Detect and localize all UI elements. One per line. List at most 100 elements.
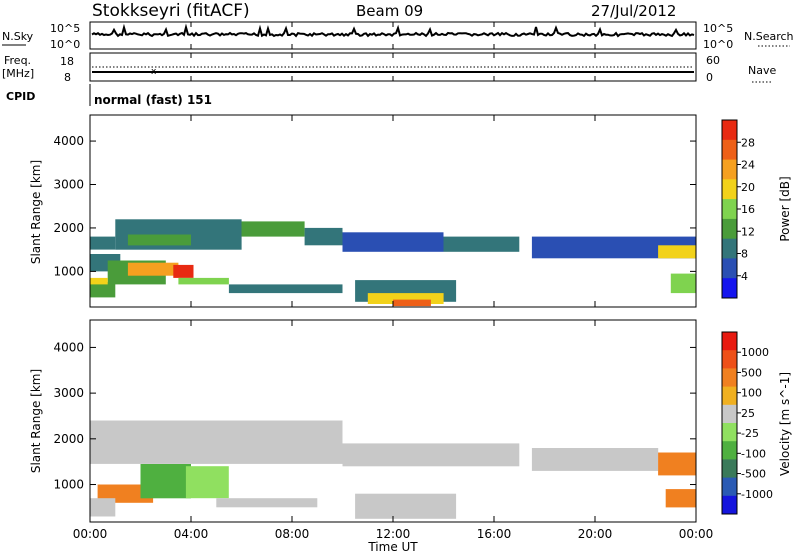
colorbar-tick-label: 28 xyxy=(741,136,755,149)
data-region-2 xyxy=(127,234,191,246)
xtick-label: 00:00 xyxy=(73,527,108,541)
ytick-label: 3000 xyxy=(53,386,84,400)
ytick-label: 3000 xyxy=(53,178,84,192)
nsearch-label: N.Search xyxy=(744,30,794,43)
colorbar-tick-label: -25 xyxy=(741,427,759,440)
colorbar-swatch xyxy=(722,404,737,424)
colorbar-tick-label: 100 xyxy=(741,387,762,400)
nave-tick-bottom: 0 xyxy=(706,71,713,84)
data-region-8 xyxy=(658,245,696,259)
colorbar-swatch xyxy=(722,332,737,351)
power-colorbar-ticks: 4 8 12 16 20 24 28 xyxy=(737,136,755,283)
nsky-tick-top: 10^5 xyxy=(50,22,80,35)
colorbar-tick-label: 1000 xyxy=(741,346,769,359)
velocity-panel: 1000 2000 3000 4000 Slant Range [km] xyxy=(29,319,697,523)
colorbar-tick-label: 25 xyxy=(741,407,755,420)
colorbar-tick-label: 8 xyxy=(741,248,748,261)
power-data-layer xyxy=(90,219,697,307)
colorbar-swatch xyxy=(722,459,737,479)
colorbar-tick-label: -100 xyxy=(741,447,766,460)
velocity-ylabel: Slant Range [km] xyxy=(29,369,43,473)
colorbar-tick-label: 24 xyxy=(741,159,755,172)
power-colorbar-swatches xyxy=(722,120,737,299)
xtick-label: 20:00 xyxy=(578,527,613,541)
colorbar-tick-label: 12 xyxy=(741,225,755,238)
data-region-11 xyxy=(127,262,179,276)
colorbar-tick-label: 500 xyxy=(741,366,762,379)
xtick-label: 00:00 xyxy=(679,527,714,541)
power-panel: 1000 2000 3000 4000 Slant Range [km] xyxy=(29,114,697,308)
power-ylabel: Slant Range [km] xyxy=(29,160,43,264)
freq-label: Freq. xyxy=(4,54,31,67)
station-title: Stokkseyri (fitACF) xyxy=(92,1,250,21)
nsearch-tick-top: 10^5 xyxy=(703,22,733,35)
data-region-0 xyxy=(90,420,343,464)
colorbar-swatch xyxy=(722,441,737,460)
cpid-value: normal (fast) 151 xyxy=(94,93,212,107)
time-xlabel: Time UT xyxy=(367,540,418,554)
nave-tick-top: 60 xyxy=(706,54,720,67)
data-region-14 xyxy=(90,282,116,298)
velocity-colorbar-ticks: -1000 -500 -100 -25 25 100 500 1000 xyxy=(737,346,773,501)
data-region-4 xyxy=(304,227,343,246)
power-colorbar: 4 8 12 16 20 24 28 Power [dB] xyxy=(721,119,792,299)
colorbar-swatch xyxy=(722,423,737,442)
colorbar-swatch xyxy=(722,258,737,279)
data-region-19 xyxy=(393,299,431,307)
data-region-0 xyxy=(90,236,116,250)
data-region-1 xyxy=(342,443,520,467)
colorbar-tick-label: -1000 xyxy=(741,488,773,501)
velocity-colorbar-label: Velocity [m s^-1] xyxy=(778,372,792,476)
data-region-18 xyxy=(367,293,444,304)
data-region-16 xyxy=(228,284,343,294)
data-region-2 xyxy=(531,448,659,471)
time-xaxis: 00:00 04:00 08:00 12:00 16:00 20:00 00:00 xyxy=(73,22,714,541)
data-region-7 xyxy=(531,236,696,259)
colorbar-swatch xyxy=(722,368,737,388)
colorbar-tick-label: 16 xyxy=(741,203,755,216)
data-region-3 xyxy=(241,221,305,237)
xtick-label: 12:00 xyxy=(376,527,411,541)
noise-sky-trace xyxy=(91,23,695,38)
freq-unit: [MHz] xyxy=(2,67,34,80)
data-region-13 xyxy=(178,277,229,285)
velocity-colorbar: -1000 -500 -100 -25 25 100 500 1000 Velocity [m… xyxy=(721,331,792,515)
data-region-20 xyxy=(670,273,697,294)
colorbar-swatch xyxy=(722,495,737,515)
data-region-5 xyxy=(140,464,191,499)
colorbar-swatch xyxy=(722,350,737,369)
ytick-label: 1000 xyxy=(53,264,84,278)
colorbar-swatch xyxy=(722,218,737,240)
beam-title: Beam 09 xyxy=(356,2,423,20)
frequency-panel: x Freq. [MHz] 18 8 60 0 Nave xyxy=(2,52,776,84)
nsky-label: N.Sky xyxy=(2,30,34,43)
velocity-data-layer xyxy=(90,420,696,519)
colorbar-swatch xyxy=(722,179,737,200)
colorbar-swatch xyxy=(722,139,737,161)
frequency-marker: x xyxy=(151,67,157,77)
nsearch-tick-bottom: 10^0 xyxy=(703,38,733,51)
data-region-6 xyxy=(185,466,229,499)
freq-tick-bottom: 8 xyxy=(64,71,71,84)
ytick-label: 4000 xyxy=(53,134,84,148)
xtick-label: 16:00 xyxy=(477,527,512,541)
data-region-7 xyxy=(90,498,116,517)
colorbar-tick-label: -500 xyxy=(741,468,766,481)
noise-panel: N.Sky 10^5 10^0 10^5 10^0 N.Search xyxy=(2,21,794,51)
freq-tick-top: 18 xyxy=(60,55,74,68)
colorbar-swatch xyxy=(722,477,737,497)
velocity-yaxis: 1000 2000 3000 4000 xyxy=(53,340,696,492)
data-region-8 xyxy=(355,493,457,519)
ytick-label: 2000 xyxy=(53,432,84,446)
colorbar-tick-label: 20 xyxy=(741,181,755,194)
data-region-9 xyxy=(216,498,318,508)
nave-label: Nave xyxy=(748,64,776,77)
date-title: 27/Jul/2012 xyxy=(591,2,676,20)
colorbar-swatch xyxy=(722,120,737,141)
colorbar-swatch xyxy=(722,199,737,220)
nsky-tick-bottom: 10^0 xyxy=(50,38,80,51)
power-yaxis: 1000 2000 3000 4000 xyxy=(53,134,696,278)
colorbar-swatch xyxy=(722,238,737,259)
xtick-label: 04:00 xyxy=(174,527,209,541)
